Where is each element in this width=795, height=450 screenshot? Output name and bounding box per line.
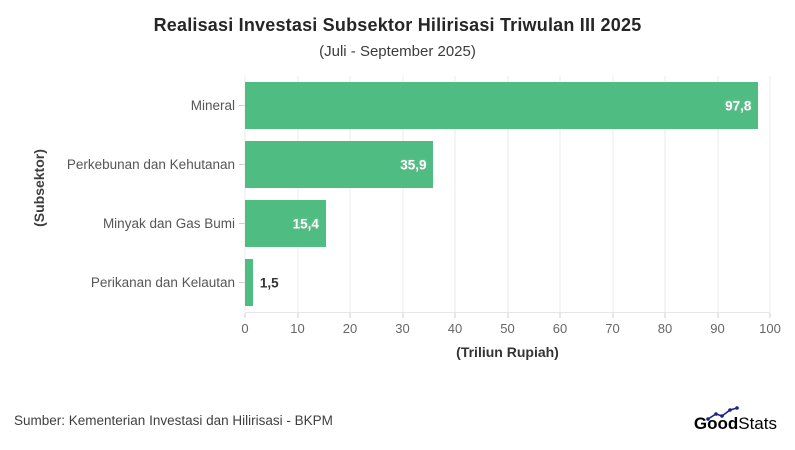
gridline xyxy=(454,76,456,312)
x-tick-label: 50 xyxy=(500,321,515,336)
goodstats-logo: GoodStats xyxy=(693,406,777,433)
bar-value-label: 1,5 xyxy=(259,275,279,290)
x-tick-label: 30 xyxy=(395,321,410,336)
plot-region: Mineral Perkebunan dan Kehutanan Minyak da… xyxy=(0,76,795,313)
bar-row: 1,5 xyxy=(245,253,770,312)
gridline xyxy=(244,76,246,312)
gridline xyxy=(297,76,298,312)
x-tick-mark xyxy=(769,313,771,318)
chart-title: Realisasi Investasi Subsektor Hilirisasi… xyxy=(153,15,642,35)
x-tick-label: 70 xyxy=(605,321,620,336)
category-label: Minyak dan Gas Bumi xyxy=(102,216,235,231)
logo-text-stats: Stats xyxy=(738,414,777,433)
category-label: Perkebunan dan Kehutanan xyxy=(66,157,235,172)
trendline-icon xyxy=(706,406,739,421)
gridline xyxy=(612,76,613,312)
chart-area: (Subsektor) Mineral Perkebunan dan Kehuta… xyxy=(0,76,795,360)
gridline xyxy=(559,76,561,312)
gridline xyxy=(349,76,351,312)
bar-row: 35,9 xyxy=(245,135,770,194)
y-axis-label: (Subsektor) xyxy=(31,149,47,227)
x-tick-mark xyxy=(297,313,298,318)
x-tick-mark xyxy=(664,313,666,318)
x-axis-spacer xyxy=(0,313,245,339)
gridline xyxy=(507,76,508,312)
chart-subtitle: (Juli - September 2025) xyxy=(319,43,476,60)
x-tick-label: 90 xyxy=(710,321,725,336)
bar: 35,9 xyxy=(245,141,434,188)
category-label: Mineral xyxy=(190,98,235,113)
bar xyxy=(245,259,253,306)
category-tick-mark xyxy=(239,223,245,224)
bar: 15,4 xyxy=(245,200,326,247)
x-tick-label: 0 xyxy=(241,321,249,336)
x-tick-mark xyxy=(349,313,351,318)
category-label-row: Perkebunan dan Kehutanan xyxy=(0,135,245,194)
category-tick-mark xyxy=(239,164,245,165)
gridline xyxy=(769,76,771,312)
source-text: Sumber: Kementerian Investasi dan Hiliri… xyxy=(14,413,333,428)
x-axis: 0 10 20 30 40 50 60 70 80 90 100 xyxy=(0,313,795,339)
category-labels: Mineral Perkebunan dan Kehutanan Minyak da… xyxy=(0,76,245,313)
bar-value-label: 15,4 xyxy=(292,216,319,231)
x-tick-mark xyxy=(612,313,613,318)
x-tick-mark xyxy=(402,313,403,318)
bar: 97,8 xyxy=(245,82,759,129)
x-tick-mark xyxy=(507,313,508,318)
bar-row: 97,8 xyxy=(245,76,770,135)
x-tick-mark xyxy=(559,313,561,318)
x-tick-label: 80 xyxy=(657,321,673,336)
x-tick-mark xyxy=(717,313,718,318)
x-tick-label: 40 xyxy=(447,321,463,336)
plot-area: 97,8 35,9 15,4 1,5 xyxy=(244,76,771,313)
x-axis-ticks: 0 10 20 30 40 50 60 70 80 90 100 xyxy=(241,313,781,339)
bar-row: 15,4 xyxy=(245,194,770,253)
x-tick-label: 20 xyxy=(342,321,358,336)
category-tick-mark xyxy=(239,105,245,106)
footer: Sumber: Kementerian Investasi dan Hiliri… xyxy=(14,406,777,433)
category-label-row: Perikanan dan Kelautan xyxy=(0,253,245,312)
gridline xyxy=(717,76,718,312)
bar-value-label: 35,9 xyxy=(400,157,427,172)
logo-text-good: Good xyxy=(693,414,739,433)
gridlines xyxy=(244,76,771,312)
category-label-row: Minyak dan Gas Bumi xyxy=(0,194,245,253)
gridline xyxy=(664,76,666,312)
x-tick-mark xyxy=(244,313,246,318)
bar-series: 97,8 35,9 15,4 1,5 xyxy=(245,76,770,312)
x-tick-label: 100 xyxy=(759,321,781,336)
category-tick-mark xyxy=(239,282,245,283)
x-tick-label: 10 xyxy=(290,321,305,336)
gridline xyxy=(402,76,403,312)
category-label: Perikanan dan Kelautan xyxy=(90,275,235,290)
x-tick-label: 60 xyxy=(552,321,568,336)
bar-value-label: 97,8 xyxy=(725,98,752,113)
category-label-row: Mineral xyxy=(0,76,245,135)
x-tick-mark xyxy=(454,313,456,318)
x-axis-label: (Triliun Rupiah) xyxy=(456,344,559,360)
